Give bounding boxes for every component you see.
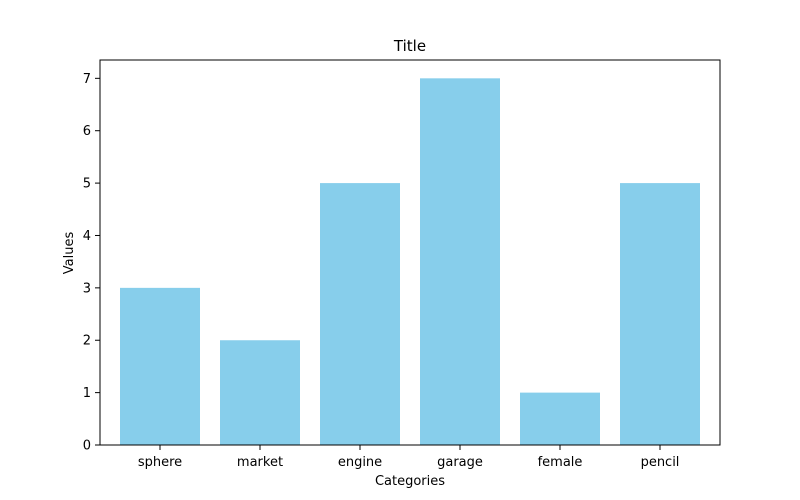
y-tick-label: 3 [83,281,91,296]
y-tick-label: 0 [83,439,91,454]
x-tick-label: garage [437,455,483,470]
bar-market [220,340,300,445]
bar-female [520,392,600,445]
x-axis-ticks: sphere market engine garage female pencil [138,445,680,470]
y-tick-label: 6 [83,124,91,139]
y-axis-ticks: 0 1 2 3 4 5 6 7 [83,72,100,454]
y-tick-label: 1 [83,386,91,401]
bar-sphere [120,287,200,445]
x-tick-label: sphere [138,455,182,470]
x-tick-label: market [237,455,283,470]
x-axis-label: Categories [375,474,445,489]
y-tick-label: 7 [83,72,91,87]
x-tick-label: female [538,455,583,470]
y-tick-label: 5 [83,177,91,192]
x-tick-label: engine [338,455,382,470]
chart-title: Title [393,37,426,55]
bars-layer [120,78,700,445]
bar-garage [420,78,500,445]
bar-pencil [620,183,700,445]
y-axis-label: Values [62,232,77,275]
bar-engine [320,183,400,445]
y-tick-label: 4 [83,229,91,244]
plot-frame [99,59,721,446]
x-tick-label: pencil [641,455,680,470]
y-tick-label: 2 [83,334,91,349]
